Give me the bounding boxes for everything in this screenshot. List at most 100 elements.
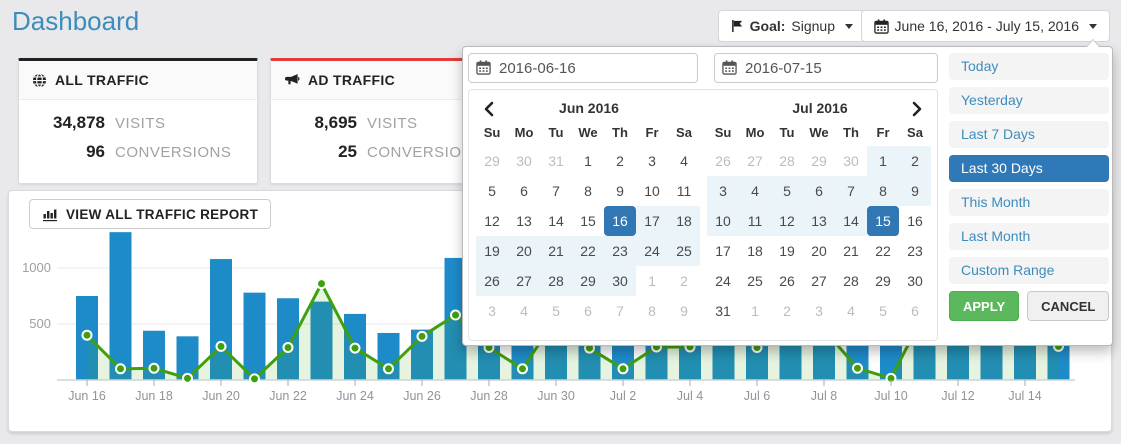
calendar-day-cell[interactable]: 10: [707, 206, 739, 236]
calendar-day-cell[interactable]: 21: [843, 243, 859, 259]
calendar-day-cell[interactable]: 25: [747, 273, 763, 289]
calendar-day-cell[interactable]: 30: [516, 153, 532, 169]
calendar-day-cell[interactable]: 30: [843, 153, 859, 169]
calendar-day-cell[interactable]: 11: [676, 183, 692, 199]
calendar-day-cell[interactable]: 20: [811, 243, 827, 259]
calendar-day-cell[interactable]: 23: [604, 236, 636, 266]
calendar-day-cell[interactable]: 3: [707, 176, 739, 206]
calendar-day-cell[interactable]: 4: [739, 176, 771, 206]
calendar-day-cell[interactable]: 2: [783, 303, 791, 319]
calendar-day-cell[interactable]: 24: [715, 273, 731, 289]
calendar-day-cell[interactable]: 4: [847, 303, 855, 319]
calendar-day-cell[interactable]: 31: [715, 303, 731, 319]
calendar-day-cell[interactable]: 1: [584, 153, 592, 169]
calendar-day-cell[interactable]: 17: [715, 243, 731, 259]
calendar-day-cell[interactable]: 11: [739, 206, 771, 236]
calendar-day-cell[interactable]: 18: [747, 243, 763, 259]
calendar-day-cell[interactable]: 2: [899, 146, 931, 176]
calendar-day-cell[interactable]: 30: [907, 273, 923, 289]
calendar-day-cell[interactable]: 6: [520, 183, 528, 199]
calendar-day-cell[interactable]: 5: [488, 183, 496, 199]
date-range-button[interactable]: June 16, 2016 - July 15, 2016: [860, 10, 1110, 42]
preset-today[interactable]: Today: [949, 53, 1109, 80]
calendar-day-cell[interactable]: 18: [668, 206, 700, 236]
calendar-day-cell[interactable]: 29: [875, 273, 891, 289]
preset-yesterday[interactable]: Yesterday: [949, 87, 1109, 114]
calendar-day-cell[interactable]: 4: [680, 153, 688, 169]
calendar-day-cell[interactable]: 8: [584, 183, 592, 199]
calendar-day-cell[interactable]: 10: [644, 183, 660, 199]
calendar-day-cell[interactable]: 1: [867, 146, 899, 176]
calendar-day-cell[interactable]: 25: [668, 236, 700, 266]
calendar-day-cell[interactable]: 28: [540, 266, 572, 296]
calendar-day-cell[interactable]: 9: [616, 183, 624, 199]
calendar-day-cell[interactable]: 29: [572, 266, 604, 296]
calendar-day-cell[interactable]: 27: [508, 266, 540, 296]
calendar-day-cell[interactable]: 9: [680, 303, 688, 319]
cancel-button[interactable]: CANCEL: [1027, 291, 1110, 321]
calendar-day-cell[interactable]: 14: [548, 213, 564, 229]
calendar-day-cell[interactable]: 6: [803, 176, 835, 206]
calendar-day-cell[interactable]: 8: [648, 303, 656, 319]
goal-selector-button[interactable]: Goal: Signup: [717, 10, 866, 42]
calendar-day-cell[interactable]: 12: [771, 206, 803, 236]
calendar-day-cell[interactable]: 7: [835, 176, 867, 206]
calendar-day-cell[interactable]: 31: [548, 153, 564, 169]
calendar-day-cell[interactable]: 13: [803, 206, 835, 236]
calendar-day-cell[interactable]: 19: [779, 243, 795, 259]
calendar-day-cell[interactable]: 28: [779, 153, 795, 169]
calendar-day-cell[interactable]: 23: [907, 243, 923, 259]
calendar-day-cell[interactable]: 16: [907, 213, 923, 229]
calendar-day-cell[interactable]: 20: [508, 236, 540, 266]
apply-button[interactable]: APPLY: [949, 291, 1020, 321]
calendar-day-cell[interactable]: 14: [835, 206, 867, 236]
calendar-day-cell[interactable]: 2: [616, 153, 624, 169]
calendar-day-cell[interactable]: 29: [484, 153, 500, 169]
calendar-day-cell[interactable]: 15: [580, 213, 596, 229]
calendar-day-cell[interactable]: 24: [636, 236, 668, 266]
calendar-day-cell[interactable]: 15: [867, 206, 899, 236]
preset-custom-range[interactable]: Custom Range: [949, 257, 1109, 284]
next-month-button[interactable]: [907, 100, 925, 118]
calendar-day-cell[interactable]: 16: [604, 206, 636, 236]
calendar-day-cell[interactable]: 3: [815, 303, 823, 319]
preset-last-month[interactable]: Last Month: [949, 223, 1109, 250]
calendar-day-cell[interactable]: 4: [520, 303, 528, 319]
calendar-day-cell[interactable]: 19: [476, 236, 508, 266]
calendar-day-cell[interactable]: 27: [747, 153, 763, 169]
calendar-day-cell[interactable]: 5: [552, 303, 560, 319]
calendar-day-cell[interactable]: 2: [680, 273, 688, 289]
calendar-day-cell[interactable]: 22: [572, 236, 604, 266]
prev-month-button[interactable]: [481, 100, 499, 118]
calendar-day-cell[interactable]: 8: [867, 176, 899, 206]
calendar-day-cell[interactable]: 12: [484, 213, 500, 229]
calendar-day-cell[interactable]: 6: [584, 303, 592, 319]
calendar-day-cell[interactable]: 26: [715, 153, 731, 169]
preset-last-7-days[interactable]: Last 7 Days: [949, 121, 1109, 148]
start-date-input[interactable]: [468, 53, 698, 83]
calendar-day-cell[interactable]: 1: [648, 273, 656, 289]
calendar-day-cell[interactable]: 9: [899, 176, 931, 206]
calendar-day-cell[interactable]: 13: [516, 213, 532, 229]
calendar-day-cell[interactable]: 5: [771, 176, 803, 206]
calendar-day-cell[interactable]: 28: [843, 273, 859, 289]
end-date-input[interactable]: [714, 53, 938, 83]
calendar-day-cell[interactable]: 3: [488, 303, 496, 319]
calendar-day-cell[interactable]: 1: [751, 303, 759, 319]
view-all-traffic-report-button[interactable]: VIEW ALL TRAFFIC REPORT: [29, 199, 272, 229]
calendar-day-cell[interactable]: 17: [636, 206, 668, 236]
calendar-day-cell[interactable]: 7: [616, 303, 624, 319]
preset-this-month[interactable]: This Month: [949, 189, 1109, 216]
calendar-day-cell[interactable]: 27: [811, 273, 827, 289]
calendar-day-cell[interactable]: 3: [648, 153, 656, 169]
calendar-day-cell[interactable]: 7: [552, 183, 560, 199]
calendar-day-cell[interactable]: 22: [875, 243, 891, 259]
calendar-day-cell[interactable]: 21: [540, 236, 572, 266]
calendar-day-cell[interactable]: 29: [811, 153, 827, 169]
calendar-day-cell[interactable]: 30: [604, 266, 636, 296]
calendar-day-cell[interactable]: 5: [879, 303, 887, 319]
calendar-day-cell[interactable]: 6: [911, 303, 919, 319]
preset-last-30-days[interactable]: Last 30 Days: [949, 155, 1109, 182]
calendar-day-cell[interactable]: 26: [476, 266, 508, 296]
calendar-day-cell[interactable]: 26: [779, 273, 795, 289]
